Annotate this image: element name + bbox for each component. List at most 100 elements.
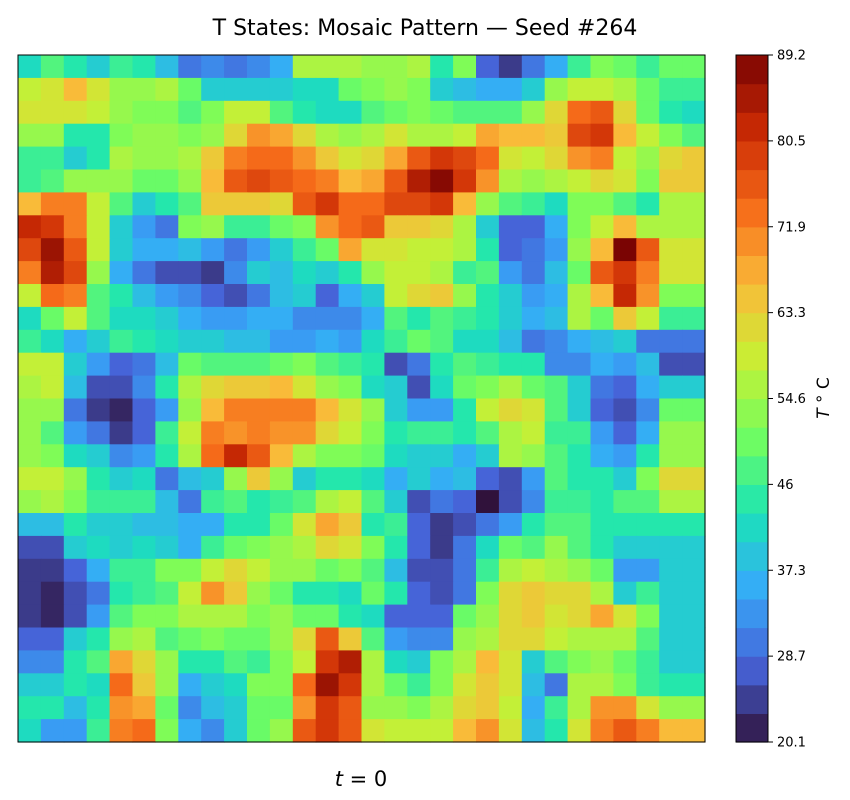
colorbar-band — [736, 255, 768, 285]
heatmap-cell — [224, 558, 248, 583]
heatmap-cell — [292, 306, 317, 331]
heatmap-cell — [544, 375, 569, 400]
colorbar-band — [736, 369, 768, 400]
heatmap-cell — [544, 169, 569, 193]
heatmap-cell — [109, 215, 134, 239]
heatmap-cell — [544, 306, 569, 331]
heatmap-cell — [636, 192, 660, 216]
heatmap-cell — [40, 558, 65, 583]
heatmap-cell — [86, 650, 111, 674]
heatmap-cell — [613, 490, 637, 514]
heatmap-cell — [430, 490, 454, 514]
heatmap-cell — [269, 673, 294, 697]
heatmap-cell — [178, 513, 202, 537]
heatmap-cell — [476, 306, 500, 331]
heatmap-cell — [155, 329, 179, 354]
heatmap-cell — [155, 284, 179, 308]
heatmap-cell — [269, 490, 294, 514]
heatmap-cell — [613, 329, 637, 354]
heatmap-cell — [63, 375, 88, 400]
heatmap-cell — [636, 146, 660, 171]
heatmap-cell — [430, 146, 454, 171]
heatmap-cell — [292, 169, 317, 193]
heatmap-cell — [18, 77, 42, 102]
heatmap-cell — [498, 192, 523, 216]
heatmap-cell — [407, 284, 431, 308]
heatmap-cell — [155, 238, 179, 262]
heatmap-cell — [247, 558, 271, 583]
heatmap-cell — [567, 696, 592, 720]
heatmap-cell — [18, 284, 42, 308]
heatmap-cell — [18, 192, 42, 216]
heatmap-cell — [590, 513, 614, 537]
heatmap-cell — [384, 673, 408, 697]
heatmap-cell — [476, 535, 500, 560]
heatmap-cell — [659, 375, 683, 400]
heatmap-cell — [109, 375, 134, 400]
heatmap-cell — [567, 604, 592, 629]
heatmap-cell — [361, 398, 385, 422]
heatmap-cell — [155, 604, 179, 629]
heatmap-cell — [132, 123, 156, 148]
heatmap-cell — [521, 558, 546, 583]
heatmap-cell — [338, 719, 363, 743]
heatmap-cell — [636, 719, 660, 743]
heatmap-cell — [430, 100, 454, 125]
heatmap-cell — [178, 306, 202, 331]
heatmap-cell — [682, 100, 706, 125]
heatmap-cell — [430, 421, 454, 445]
heatmap-cell — [315, 352, 340, 377]
heatmap-cell — [86, 444, 111, 468]
heatmap-cell — [18, 398, 42, 422]
heatmap-cell — [315, 215, 340, 239]
heatmap-cell — [407, 238, 431, 262]
heatmap-cell — [613, 169, 637, 193]
heatmap-cell — [247, 421, 271, 445]
heatmap-cell — [521, 375, 546, 400]
heatmap-cell — [86, 581, 111, 606]
heatmap-cell — [659, 398, 683, 422]
heatmap-cell — [590, 421, 614, 445]
heatmap-cell — [109, 490, 134, 514]
heatmap-cell — [40, 444, 65, 468]
heatmap-cell — [567, 581, 592, 606]
heatmap-cell — [453, 306, 477, 331]
heatmap-cell — [40, 329, 65, 354]
heatmap-cell — [109, 238, 134, 262]
heatmap-cell — [659, 650, 683, 674]
heatmap-cell — [682, 696, 706, 720]
heatmap-cell — [498, 513, 523, 537]
heatmap-cell — [247, 123, 271, 148]
heatmap-cell — [201, 100, 225, 125]
heatmap-cell — [155, 352, 179, 377]
heatmap-cell — [544, 696, 569, 720]
heatmap-cell — [659, 123, 683, 148]
heatmap-cell — [590, 261, 614, 285]
heatmap-cell — [476, 558, 500, 583]
heatmap-cell — [178, 169, 202, 193]
heatmap-cell — [292, 352, 317, 377]
heatmap-cell — [521, 604, 546, 629]
heatmap-cell — [63, 100, 88, 125]
heatmap-cell — [361, 673, 385, 697]
heatmap-cell — [224, 673, 248, 697]
heatmap-cell — [315, 444, 340, 468]
heatmap-cell — [201, 650, 225, 674]
heatmap-cell — [40, 650, 65, 674]
heatmap-cell — [544, 123, 569, 148]
heatmap-cell — [86, 490, 111, 514]
heatmap-cell — [430, 604, 454, 629]
heatmap-cell — [155, 146, 179, 171]
heatmap-cell — [430, 238, 454, 262]
heatmap-cell — [247, 329, 271, 354]
heatmap-cell — [384, 352, 408, 377]
heatmap-cell — [384, 398, 408, 422]
heatmap-cell — [476, 375, 500, 400]
heatmap-cell — [338, 261, 363, 285]
colorbar-band — [736, 169, 768, 199]
heatmap-cell — [63, 650, 88, 674]
heatmap-cell — [407, 352, 431, 377]
heatmap-cell — [338, 421, 363, 445]
heatmap-cell — [384, 421, 408, 445]
heatmap-cell — [521, 673, 546, 697]
